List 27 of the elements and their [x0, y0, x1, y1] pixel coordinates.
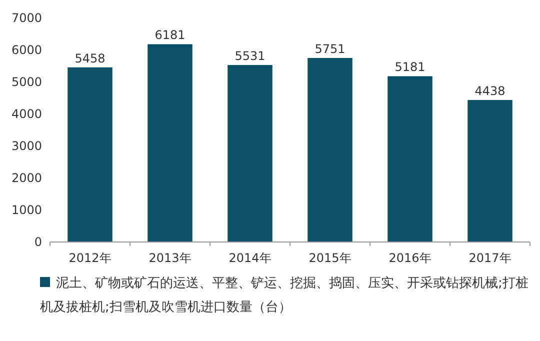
x-tick-label: 2017年	[468, 251, 512, 265]
data-label: 5751	[314, 42, 346, 56]
bar	[388, 76, 432, 242]
data-label: 4438	[474, 84, 506, 98]
y-tick-label: 5000	[11, 75, 42, 89]
x-tick-label: 2014年	[228, 251, 272, 265]
y-tick-label: 2000	[11, 171, 42, 185]
data-label: 5458	[74, 51, 106, 66]
x-tick-label: 2016年	[388, 251, 432, 265]
data-label: 6181	[154, 28, 186, 42]
data-label: 5531	[234, 49, 266, 64]
bar	[148, 44, 192, 242]
y-tick-label: 4000	[11, 107, 42, 121]
y-tick-label: 7000	[11, 11, 42, 25]
data-label: 5181	[394, 60, 426, 74]
bar	[228, 65, 272, 242]
y-tick-label: 3000	[11, 139, 42, 153]
y-tick-label: 1000	[11, 203, 42, 217]
x-tick-label: 2012年	[68, 251, 112, 265]
bar	[68, 67, 112, 242]
bar	[308, 58, 352, 242]
y-tick-label: 0	[34, 235, 42, 249]
y-tick-label: 6000	[11, 43, 42, 57]
bar	[468, 100, 512, 242]
legend: 泥土、矿物或矿石的运送、平整、铲运、挖掘、捣固、压实、开采或钻探机械;打桩机及拔桩机;扫雪机及吹雪机进口数量（台）	[40, 276, 528, 315]
x-tick-label: 2015年	[308, 251, 352, 265]
x-tick-label: 2013年	[148, 251, 192, 265]
